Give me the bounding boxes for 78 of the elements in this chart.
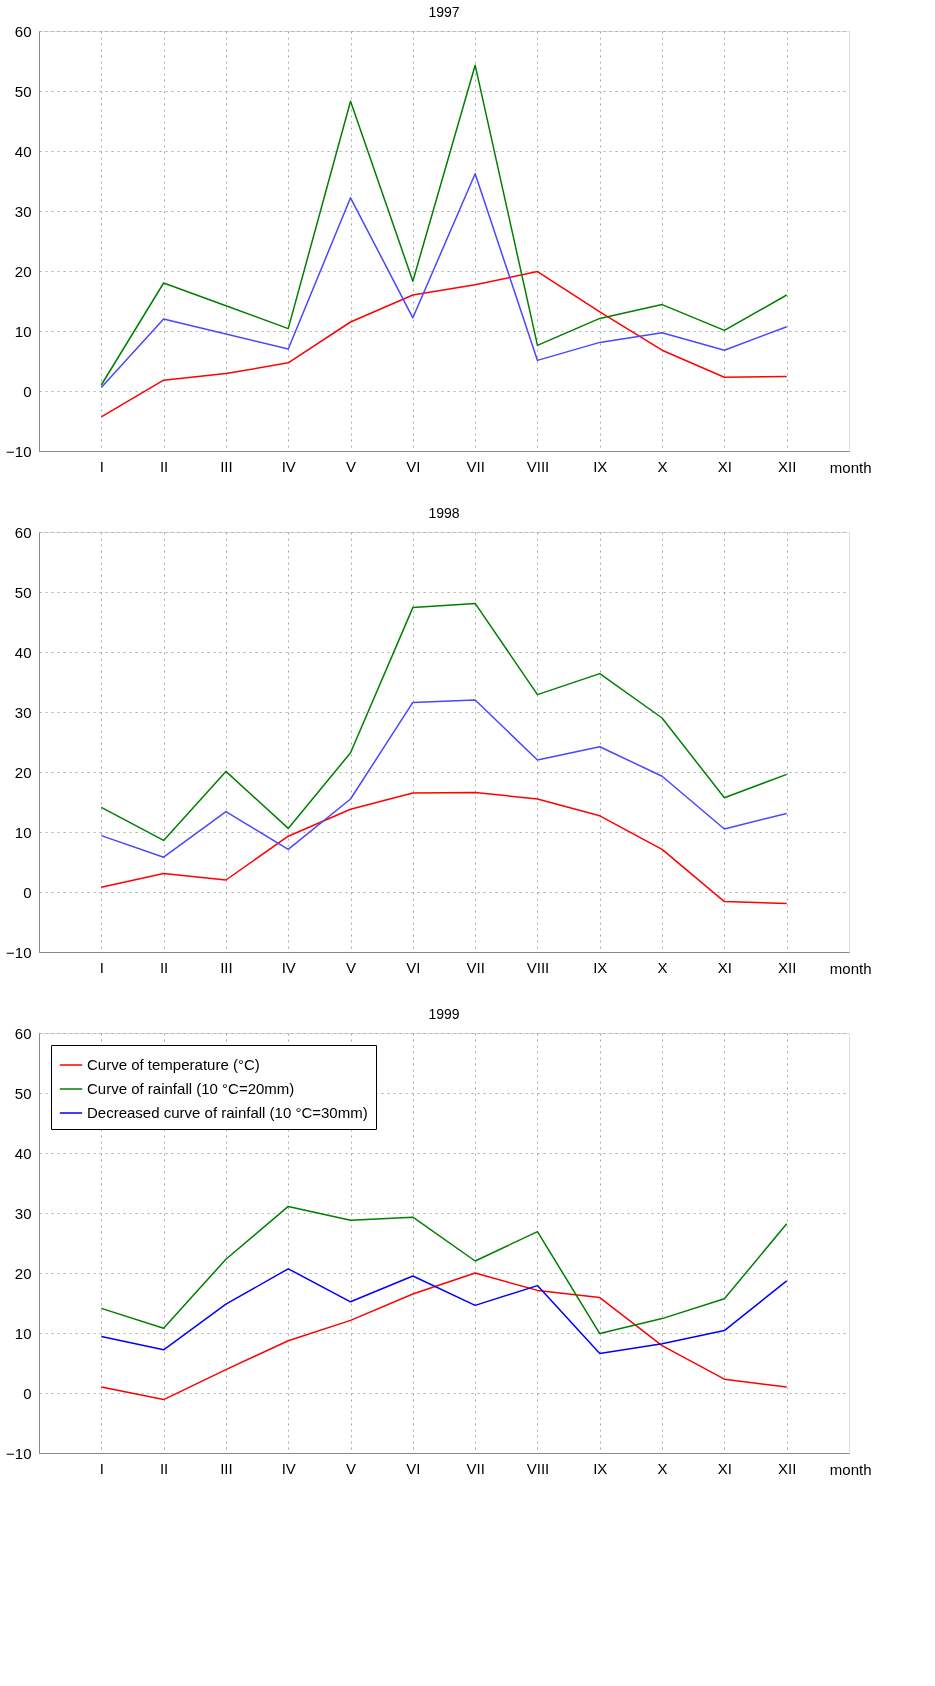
y-tick-label: 30 bbox=[14, 703, 32, 721]
x-tick-label: X bbox=[657, 1459, 668, 1477]
line-series bbox=[100, 270, 788, 418]
y-tick-label: 30 bbox=[14, 202, 32, 220]
x-tick-label: IX bbox=[593, 457, 608, 475]
line-series bbox=[100, 1268, 788, 1355]
y-tick-label: 40 bbox=[14, 142, 32, 160]
x-axis-title: month bbox=[829, 959, 872, 977]
line-series bbox=[100, 64, 788, 386]
x-tick-label: XI bbox=[717, 457, 732, 475]
y-tick-label: 0 bbox=[23, 1384, 32, 1402]
x-tick-label: VIII bbox=[526, 958, 550, 976]
y-tick-label: 10 bbox=[14, 1324, 32, 1342]
chart-title: 1997 bbox=[428, 4, 460, 20]
x-tick-label: IX bbox=[593, 1459, 608, 1477]
y-tick-label: 40 bbox=[14, 643, 32, 661]
line-series bbox=[100, 1205, 788, 1335]
chart-title: 1999 bbox=[428, 1006, 460, 1022]
y-tick-label: 30 bbox=[14, 1204, 32, 1222]
x-tick-label: IX bbox=[593, 958, 608, 976]
x-tick-label: V bbox=[346, 457, 357, 475]
x-tick-label: I bbox=[99, 958, 104, 976]
x-tick-label: IV bbox=[281, 958, 296, 976]
y-tick-label: 10 bbox=[14, 322, 32, 340]
x-tick-label: III bbox=[220, 1459, 233, 1477]
x-tick-label: X bbox=[657, 457, 668, 475]
x-tick-label: III bbox=[220, 457, 233, 475]
y-tick-label: 10 bbox=[14, 823, 32, 841]
x-axis-title: month bbox=[829, 1460, 872, 1478]
y-tick-label: 40 bbox=[14, 1144, 32, 1162]
x-tick-label: VIII bbox=[526, 457, 550, 475]
chart-title: 1998 bbox=[428, 505, 460, 521]
y-tick-label: 60 bbox=[14, 523, 32, 541]
x-tick-label: XII bbox=[778, 1459, 797, 1477]
y-tick-label: 50 bbox=[14, 82, 32, 100]
line-series bbox=[100, 602, 788, 842]
line-series bbox=[100, 699, 788, 858]
line-series bbox=[100, 791, 788, 905]
y-tick-label: 50 bbox=[14, 1084, 32, 1102]
y-tick-label: 50 bbox=[14, 583, 32, 601]
x-tick-label: VI bbox=[406, 958, 421, 976]
line-series bbox=[100, 1272, 788, 1401]
x-tick-label: XII bbox=[778, 958, 797, 976]
x-tick-label: II bbox=[159, 457, 169, 475]
y-tick-label: 20 bbox=[14, 1264, 32, 1282]
x-tick-label: V bbox=[346, 1459, 357, 1477]
x-axis-title: month bbox=[829, 458, 872, 476]
y-tick-label: 0 bbox=[23, 382, 32, 400]
line-series bbox=[100, 173, 788, 389]
x-tick-label: VII bbox=[466, 457, 485, 475]
x-tick-label: XII bbox=[778, 457, 797, 475]
legend-label: Curve of temperature (°C) bbox=[87, 1056, 260, 1073]
y-tick-label: 20 bbox=[14, 262, 32, 280]
y-tick-label: 60 bbox=[14, 1024, 32, 1042]
x-tick-label: III bbox=[220, 958, 233, 976]
x-tick-label: VI bbox=[406, 457, 421, 475]
y-tick-label: −10 bbox=[6, 1444, 32, 1462]
x-tick-label: V bbox=[346, 958, 357, 976]
x-tick-label: I bbox=[99, 457, 104, 475]
x-tick-label: IV bbox=[281, 457, 296, 475]
y-tick-label: −10 bbox=[6, 943, 32, 961]
x-tick-label: VII bbox=[466, 1459, 485, 1477]
x-tick-label: II bbox=[159, 1459, 169, 1477]
x-tick-label: IV bbox=[281, 1459, 296, 1477]
x-tick-label: VII bbox=[466, 958, 485, 976]
x-tick-label: I bbox=[99, 1459, 104, 1477]
x-tick-label: XI bbox=[717, 1459, 732, 1477]
x-tick-label: VI bbox=[406, 1459, 421, 1477]
y-tick-label: −10 bbox=[6, 442, 32, 460]
legend-label: Curve of rainfall (10 °C=20mm) bbox=[87, 1080, 295, 1097]
x-tick-label: XI bbox=[717, 958, 732, 976]
legend-label: Decreased curve of rainfall (10 °C=30mm) bbox=[87, 1104, 368, 1121]
x-tick-label: X bbox=[657, 958, 668, 976]
y-tick-label: 0 bbox=[23, 883, 32, 901]
x-tick-label: VIII bbox=[526, 1459, 550, 1477]
x-tick-label: II bbox=[159, 958, 169, 976]
y-tick-label: 20 bbox=[14, 763, 32, 781]
y-tick-label: 60 bbox=[14, 22, 32, 40]
